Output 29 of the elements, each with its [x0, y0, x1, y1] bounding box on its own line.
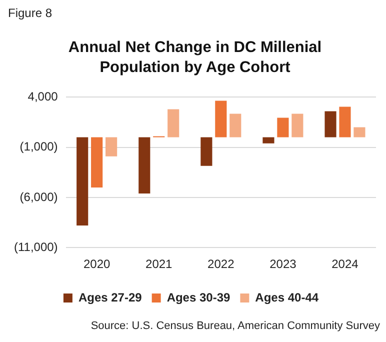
- bar: [215, 100, 227, 138]
- bar: [138, 137, 150, 194]
- y-tick-label: (6,000): [20, 190, 58, 204]
- caption: Figure 8: [8, 6, 52, 20]
- y-tick-label: (11,000): [14, 240, 58, 254]
- x-tick-label: 2021: [146, 257, 173, 272]
- legend-label: Ages 30-39: [166, 290, 231, 304]
- x-tick-label: 2022: [208, 257, 235, 272]
- source-note: Source: U.S. Census Bureau, American Community Survey: [90, 320, 380, 332]
- bar: [106, 137, 118, 156]
- bar: [230, 114, 242, 138]
- x-tick-label: 2023: [270, 257, 297, 272]
- bar: [76, 137, 88, 226]
- legend-label: Ages 40-44: [255, 290, 319, 304]
- bar: [168, 109, 180, 138]
- bar: [262, 137, 274, 144]
- legend-label: Ages 27-29: [78, 290, 142, 304]
- bar: [91, 137, 103, 188]
- bar: [339, 106, 351, 138]
- x-tick-label: 2024: [332, 257, 359, 272]
- y-tick-label: 4,000: [28, 90, 58, 104]
- bar: [324, 111, 336, 138]
- bar: [277, 118, 289, 138]
- y-tick-label: (1,000): [20, 140, 58, 154]
- chart-title: Annual Net Change in DC Millenial Population by Age Cohort: [67, 38, 323, 78]
- x-tick-label: 2020: [83, 257, 110, 272]
- bar: [354, 127, 366, 138]
- bar: [292, 114, 304, 138]
- bar: [200, 137, 212, 166]
